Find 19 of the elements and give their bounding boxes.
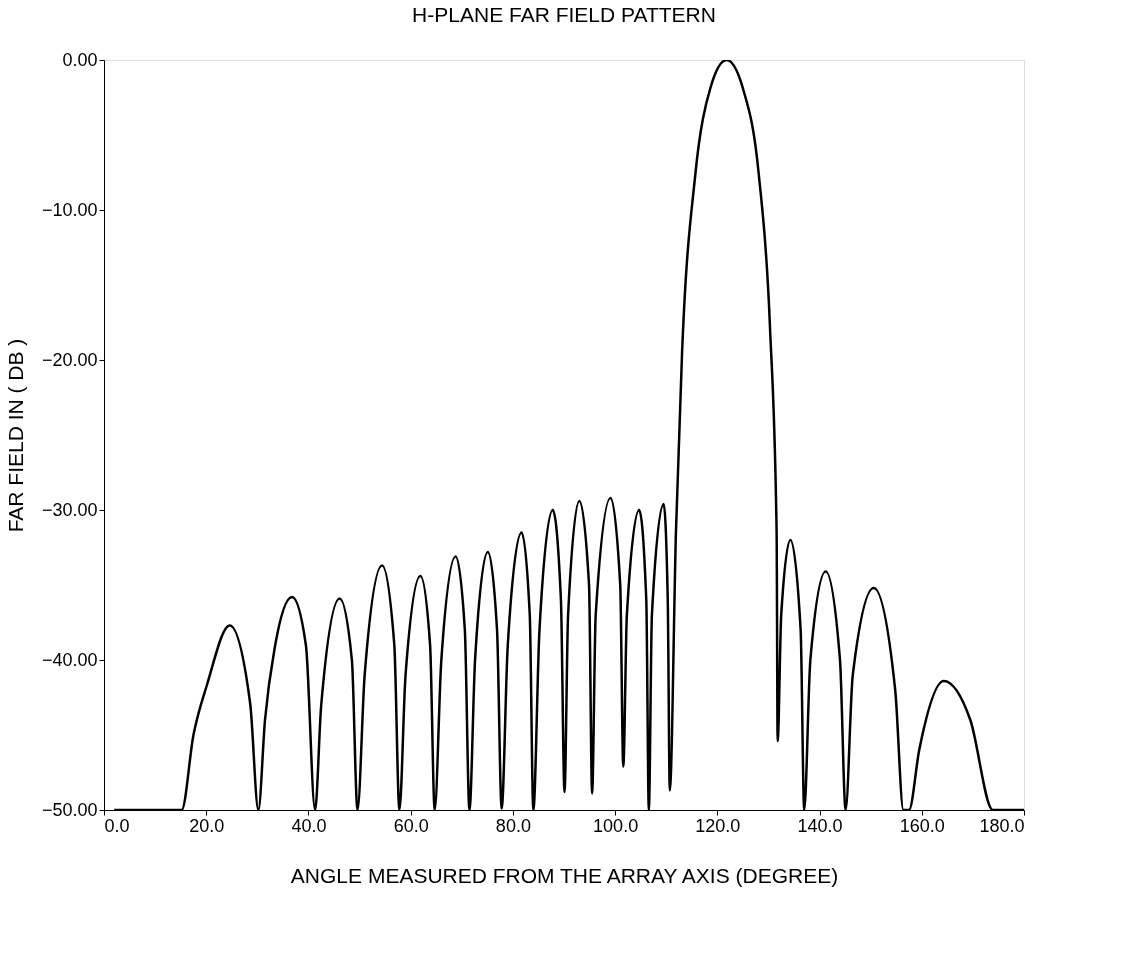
x-tick-label: 0.0 [104,815,130,836]
y-tick-label: 0.00 [62,49,98,70]
x-tick-label: 100.0 [593,815,639,836]
x-tick-label: 40.0 [291,815,327,836]
y-tick-label: −10.00 [41,199,98,220]
y-tick-label: −30.00 [41,499,98,520]
x-tick-label: 140.0 [797,815,843,836]
y-axis-title: FAR FIELD IN ( DB ) [3,338,27,533]
x-axis-title: ANGLE MEASURED FROM THE ARRAY AXIS (DEGREE) [290,863,839,887]
y-tick-label: −50.00 [41,799,98,820]
x-tick-label: 20.0 [189,815,225,836]
x-tick-label: 60.0 [393,815,429,836]
x-tick-label: 80.0 [495,815,531,836]
x-tick-label: 160.0 [899,815,945,836]
y-tick-label: −40.00 [41,649,98,670]
x-tick-label: 120.0 [695,815,741,836]
chart-title: H-PLANE FAR FIELD PATTERN [412,3,716,26]
y-tick-label: −20.00 [41,349,98,370]
x-tick-label: 180.0 [979,815,1025,836]
